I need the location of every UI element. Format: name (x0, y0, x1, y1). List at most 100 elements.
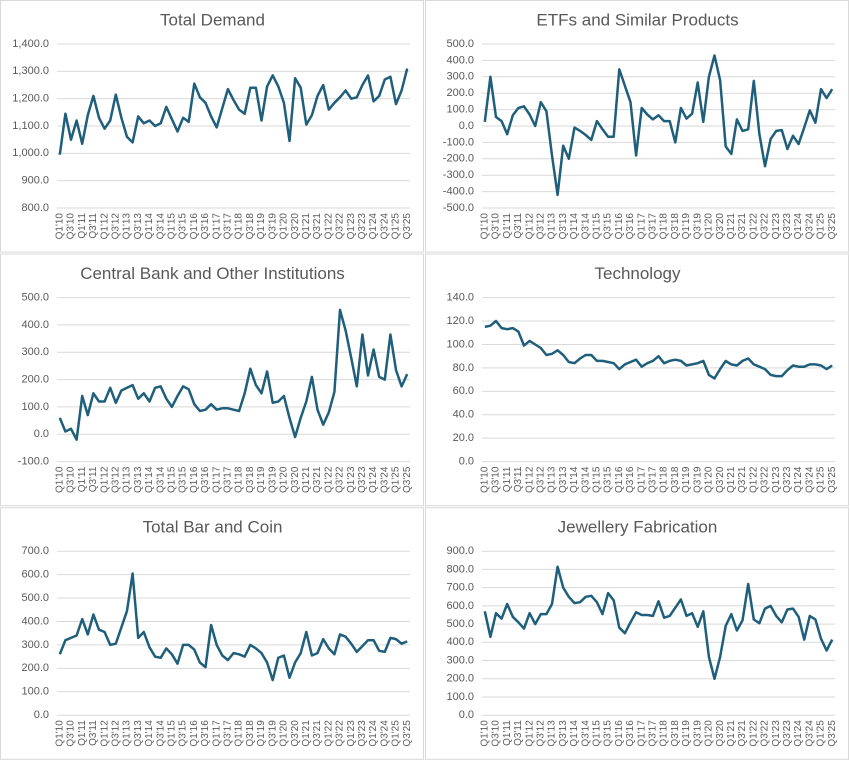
x-tick-label: Q1'21 (726, 213, 737, 240)
y-tick-label: 200.0 (446, 673, 474, 685)
x-tick-label: Q1'14 (144, 720, 155, 747)
x-tick-label: Q3'18 (245, 213, 256, 240)
y-tick-label: 0.0 (459, 709, 474, 721)
y-tick-label: 500.0 (21, 292, 49, 304)
x-tick-label: Q1'18 (234, 213, 245, 240)
x-tick-label: Q1'18 (659, 213, 670, 240)
x-tick-label: Q3'20 (290, 213, 301, 240)
panel-border (425, 507, 849, 760)
x-tick-label: Q3'21 (312, 720, 323, 747)
x-tick-label: Q1'11 (502, 466, 513, 492)
x-tick-label: Q1'16 (189, 466, 200, 493)
x-tick-label: Q1'15 (167, 720, 178, 747)
x-tick-label: Q3'20 (715, 466, 726, 493)
x-tick-label: Q1'12 (99, 213, 110, 240)
x-tick-label: Q3'15 (178, 466, 189, 493)
x-tick-label: Q3'19 (267, 213, 278, 240)
x-tick-label: Q1'13 (122, 720, 133, 747)
x-tick-label: Q3'24 (804, 466, 815, 493)
x-tick-label: Q3'24 (379, 213, 390, 240)
x-tick-label: Q1'20 (279, 720, 290, 747)
y-tick-label: 600.0 (21, 569, 49, 581)
x-tick-label: Q1'19 (256, 720, 267, 747)
data-line (58, 572, 408, 682)
panel-border (425, 253, 849, 507)
y-tick-label: 400.0 (446, 636, 474, 648)
y-tick-label: -100.0 (18, 456, 49, 468)
x-tick-label: Q3'21 (737, 720, 748, 747)
y-tick-label: 1,400.0 (12, 38, 49, 50)
x-tick-label: Q1'21 (726, 720, 737, 747)
x-tick-label: Q1'20 (704, 213, 715, 240)
panel-border (0, 0, 424, 253)
x-tick-label: Q3'20 (715, 720, 726, 747)
x-tick-label: Q3'23 (782, 720, 793, 747)
chart-title: Total Demand (160, 10, 265, 29)
x-tick-label: Q3'13 (133, 466, 144, 493)
x-tick-label: Q1'23 (771, 466, 782, 493)
x-tick-label: Q3'20 (715, 213, 726, 240)
x-tick-label: Q3'23 (357, 720, 368, 747)
panel-border (0, 507, 424, 760)
x-tick-label: Q1'17 (211, 466, 222, 493)
x-tick-label: Q1'19 (681, 466, 692, 493)
x-tick-label: Q3'10 (491, 720, 502, 747)
x-tick-label: Q1'15 (167, 466, 178, 493)
x-tick-label: Q3'18 (670, 720, 681, 747)
y-tick-label: 700.0 (446, 582, 474, 594)
x-tick-label: Q3'18 (245, 720, 256, 747)
x-tick-label: Q1'15 (592, 720, 603, 747)
panel-border (425, 0, 849, 253)
x-tick-label: Q1'15 (167, 213, 178, 240)
x-tick-label: Q3'11 (88, 466, 99, 492)
x-tick-label: Q3'12 (535, 466, 546, 493)
x-tick-label: Q1'20 (704, 720, 715, 747)
data-line (483, 54, 834, 197)
y-tick-label: 40.0 (453, 409, 474, 421)
y-tick-label: 0.0 (459, 120, 474, 132)
y-tick-label: 900.0 (446, 545, 474, 557)
x-tick-label: Q1'12 (524, 466, 535, 493)
x-tick-label: Q3'14 (155, 720, 166, 747)
y-tick-label: -400.0 (443, 186, 474, 198)
x-tick-label: Q3'12 (110, 213, 121, 240)
y-tick-label: 300.0 (21, 639, 49, 651)
x-tick-label: Q1'14 (569, 466, 580, 493)
x-tick-label: Q3'12 (535, 213, 546, 240)
y-tick-label: 200.0 (21, 662, 49, 674)
x-tick-label: Q1'25 (816, 466, 827, 493)
x-tick-label: Q1'20 (279, 466, 290, 493)
x-tick-label: Q3'25 (402, 213, 413, 240)
x-tick-label: Q1'24 (368, 466, 379, 493)
x-tick-label: Q3'22 (760, 720, 771, 747)
x-tick-label: Q3'15 (178, 213, 189, 240)
x-tick-label: Q1'17 (636, 720, 647, 747)
x-tick-label: Q3'11 (513, 720, 524, 746)
x-tick-label: Q1'23 (346, 720, 357, 747)
x-tick-label: Q3'13 (558, 466, 569, 493)
x-tick-label: Q1'15 (592, 213, 603, 240)
y-tick-label: 20.0 (453, 432, 474, 444)
x-tick-label: Q1'25 (816, 213, 827, 240)
x-tick-label: Q3'22 (760, 466, 771, 493)
x-tick-label: Q1'13 (122, 466, 133, 493)
chart-title: Jewellery Fabrication (558, 518, 718, 537)
x-tick-label: Q3'18 (245, 466, 256, 493)
x-tick-label: Q1'24 (793, 213, 804, 240)
x-tick-label: Q3'21 (312, 466, 323, 493)
x-tick-label: Q1'12 (524, 720, 535, 747)
x-tick-label: Q3'14 (580, 720, 591, 747)
x-tick-label: Q3'22 (760, 213, 771, 240)
x-tick-label: Q3'25 (402, 720, 413, 747)
x-tick-label: Q1'10 (54, 213, 65, 240)
y-tick-label: -100.0 (443, 136, 474, 148)
x-tick-label: Q3'14 (580, 466, 591, 493)
x-tick-label: Q3'21 (737, 466, 748, 493)
x-tick-label: Q1'16 (614, 213, 625, 240)
x-tick-label: Q3'10 (66, 213, 77, 240)
x-tick-label: Q3'16 (200, 466, 211, 493)
x-tick-label: Q1'18 (659, 720, 670, 747)
chart-title: Total Bar and Coin (143, 518, 283, 537)
x-tick-label: Q3'24 (379, 466, 390, 493)
x-tick-label: Q1'20 (704, 466, 715, 493)
